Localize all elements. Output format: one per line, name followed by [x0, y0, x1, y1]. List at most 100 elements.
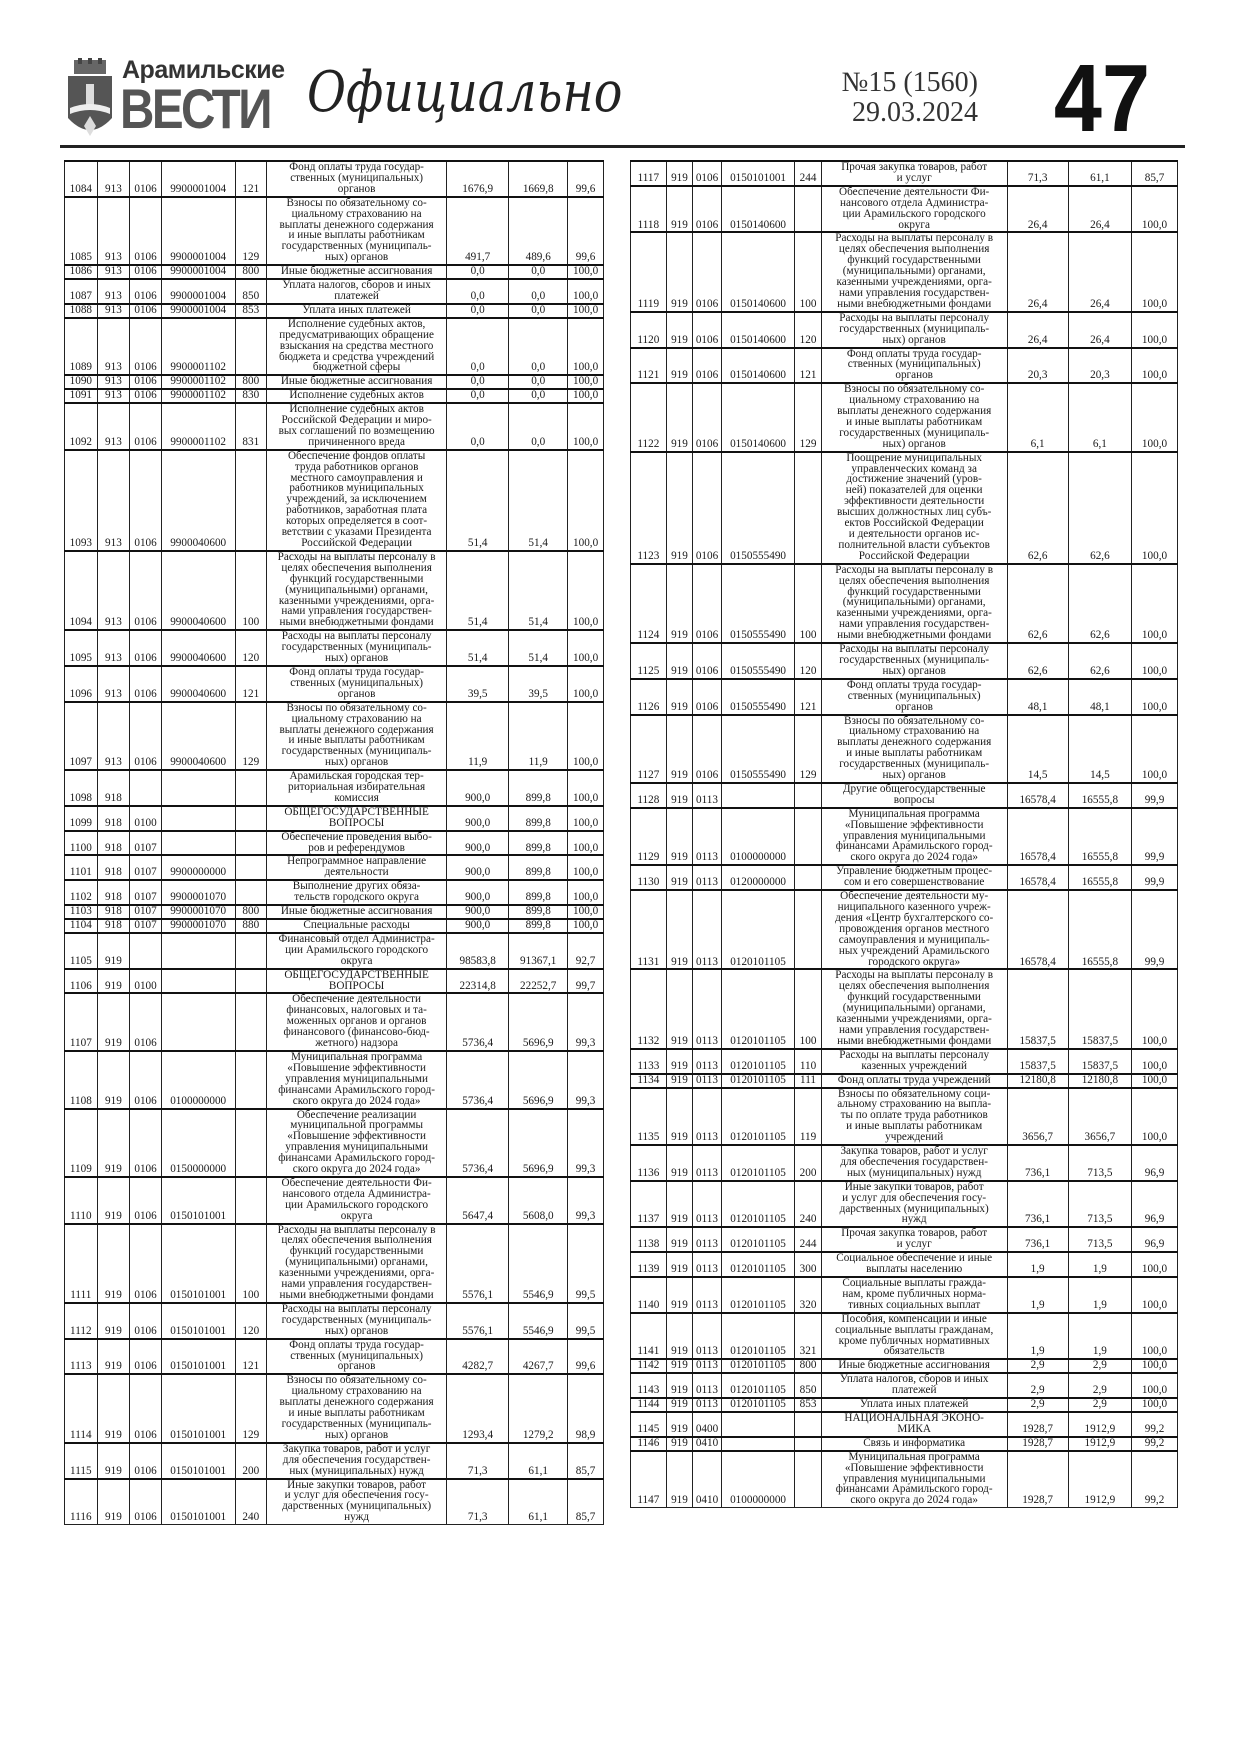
- expense-type: 120: [794, 642, 822, 680]
- table-row: 1140 919 0113 0120101105 320 Социальные выпла…: [630, 1276, 1178, 1314]
- expense-type: [234, 854, 268, 881]
- target-code: 0150140600: [720, 311, 796, 348]
- table-row: 1142 919 0113 0120101105 800 Иные бюджетные а…: [630, 1358, 1178, 1374]
- execution-percent: 85,7: [567, 1477, 604, 1526]
- execution-percent: 100,0: [567, 904, 604, 920]
- section-code: 0107: [129, 879, 162, 906]
- budget-table-left: 1084 913 0106 9900001004 121 Фонд оплаты труд…: [64, 160, 604, 1526]
- target-code: 9900001070: [160, 904, 236, 920]
- section-code: 0113: [692, 864, 722, 891]
- description: Выполнение других обяза- тельств городск…: [266, 879, 448, 906]
- table-row: 1087 913 0106 9900001004 850 Уплата налогов, …: [64, 278, 604, 305]
- page-number: 47: [1053, 45, 1150, 152]
- actual-amount: 2,9: [1067, 1372, 1133, 1399]
- plan-amount: 0,0: [446, 264, 510, 280]
- section-code: 0113: [692, 1144, 722, 1182]
- section-code: 0106: [692, 231, 722, 313]
- section-code: 0107: [129, 830, 162, 856]
- target-code: 9900040600: [160, 665, 236, 703]
- execution-percent: 100,0: [567, 278, 604, 305]
- description: Социальные выплаты гражда- нам, кроме пу…: [820, 1276, 1008, 1314]
- admin-code: 913: [96, 665, 131, 703]
- plan-amount: 900,0: [446, 805, 510, 832]
- section-title: Официально: [307, 60, 623, 125]
- target-code: 0120101105: [720, 1048, 796, 1075]
- admin-code: 919: [665, 311, 694, 348]
- target-code: 0150000000: [160, 1107, 236, 1178]
- actual-amount: 899,8: [508, 854, 569, 881]
- table-row: 1115 919 0106 0150101001 200 Закупка товаров,…: [64, 1442, 604, 1479]
- plan-amount: 900,0: [446, 918, 510, 934]
- admin-code: 919: [665, 1226, 694, 1253]
- description: Взносы по обязательному со- циальному ст…: [266, 1373, 448, 1444]
- section-code: 0106: [129, 264, 162, 280]
- actual-amount: 22252,7: [508, 968, 569, 994]
- admin-code: 919: [665, 451, 694, 565]
- admin-code: 919: [665, 1372, 694, 1399]
- table-row: 1084 913 0106 9900001004 121 Фонд оплаты труд…: [64, 160, 604, 198]
- execution-percent: 100,0: [567, 879, 604, 906]
- admin-code: 913: [96, 629, 131, 667]
- target-code: 0120101105: [720, 1180, 796, 1228]
- admin-code: 919: [96, 1477, 131, 1526]
- execution-percent: 98,9: [567, 1373, 604, 1444]
- plan-amount: 26,4: [1006, 231, 1069, 313]
- expense-type: 831: [234, 402, 268, 451]
- target-code: 9900001004: [160, 303, 236, 319]
- description: Расходы на выплаты персоналу в целях обе…: [820, 563, 1008, 644]
- actual-amount: 5696,9: [508, 992, 569, 1052]
- table-row: 1145 919 0400 НАЦИОНАЛЬНАЯ ЭКОНО- МИКА 1928,…: [630, 1411, 1178, 1438]
- admin-code: 919: [665, 1450, 694, 1509]
- target-code: 0150101001: [160, 1302, 236, 1340]
- expense-type: 129: [794, 713, 822, 784]
- section-code: 0107: [129, 918, 162, 934]
- execution-percent: 100,0: [567, 769, 604, 807]
- section-code: 0106: [129, 388, 162, 404]
- admin-code: 919: [665, 1087, 694, 1146]
- section-code: 0113: [692, 1073, 722, 1088]
- row-number: 1084: [64, 160, 98, 198]
- target-code: [160, 769, 236, 807]
- execution-percent: 99,6: [567, 160, 604, 198]
- expense-type: 100: [794, 563, 822, 644]
- execution-percent: 100,0: [567, 918, 604, 934]
- description: Фонд оплаты труда государ- ственных (мун…: [266, 1338, 448, 1375]
- description: Исполнение судебных актов Российской Фед…: [266, 402, 448, 451]
- section-code: 0107: [129, 904, 162, 920]
- plan-amount: 1,9: [1006, 1312, 1069, 1360]
- plan-amount: 900,0: [446, 854, 510, 881]
- plan-amount: 2,9: [1006, 1397, 1069, 1413]
- execution-percent: 99,9: [1131, 889, 1178, 970]
- section-code: 0106: [129, 402, 162, 451]
- plan-amount: 12180,8: [1006, 1073, 1069, 1088]
- execution-percent: 99,9: [1131, 807, 1178, 866]
- section-code: 0113: [692, 1397, 722, 1413]
- target-code: 0150140600: [720, 382, 796, 453]
- target-code: 0150101001: [160, 1442, 236, 1479]
- target-code: 0150101001: [160, 1338, 236, 1375]
- row-number: 1094: [64, 550, 98, 631]
- expense-type: [794, 1411, 822, 1438]
- table-row: 1132 919 0113 0120101105 100 Расходы на выпла…: [630, 968, 1178, 1050]
- actual-amount: 3656,7: [1067, 1087, 1133, 1146]
- table-row: 1135 919 0113 0120101105 119 Взносы по обязат…: [630, 1087, 1178, 1146]
- plan-amount: 51,4: [446, 629, 510, 667]
- table-row: 1143 919 0113 0120101105 850 Уплата налогов, …: [630, 1372, 1178, 1399]
- row-number: 1145: [630, 1411, 667, 1438]
- execution-percent: 100,0: [567, 830, 604, 856]
- expense-type: 244: [794, 160, 822, 187]
- plan-amount: 15837,5: [1006, 968, 1069, 1050]
- table-row: 1137 919 0113 0120101105 240 Иные закупки тов…: [630, 1180, 1178, 1228]
- actual-amount: 1,9: [1067, 1276, 1133, 1314]
- description: Иные закупки товаров, работ и услуг для …: [820, 1180, 1008, 1228]
- expense-type: [234, 992, 268, 1052]
- target-code: 0150555490: [720, 451, 796, 565]
- target-code: 0100000000: [160, 1050, 236, 1109]
- plan-amount: 491,7: [446, 196, 510, 266]
- description: Взносы по обязательному со- циальному ст…: [820, 382, 1008, 453]
- row-number: 1144: [630, 1397, 667, 1413]
- plan-amount: 2,9: [1006, 1358, 1069, 1374]
- admin-code: 918: [96, 805, 131, 832]
- section-code: 0106: [129, 701, 162, 771]
- description: Иные бюджетные ассигнования: [266, 904, 448, 920]
